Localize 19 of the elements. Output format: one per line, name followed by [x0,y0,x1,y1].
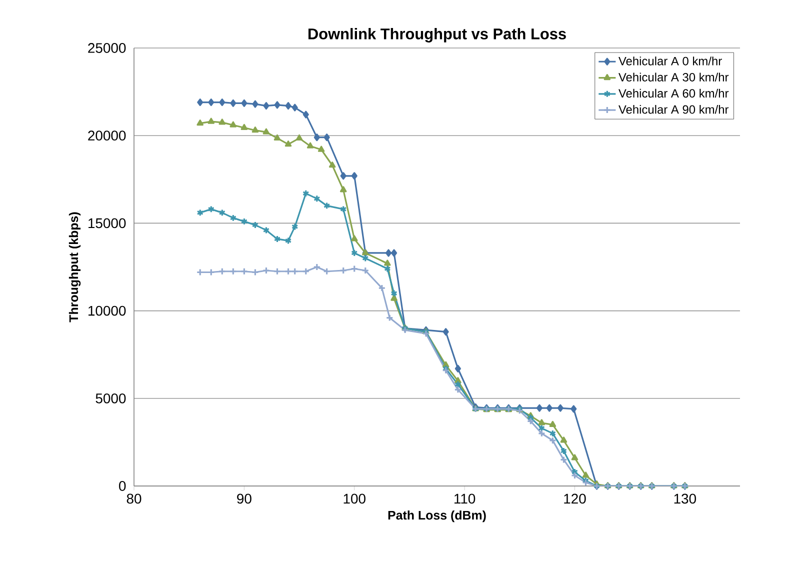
y-tick-label: 10000 [88,306,126,316]
chart-title: Downlink Throughput vs Path Loss [308,28,566,42]
y-tick-label: 0 [119,481,126,491]
x-tick-label: 80 [126,494,142,504]
x-tick-label: 100 [344,494,366,504]
y-tick-label: 15000 [88,218,126,228]
x-tick-label: 90 [237,494,252,504]
x-tick-label: 110 [454,494,476,504]
x-axis-title: Path Loss (dBm) [388,510,486,522]
y-tick-label: 20000 [88,130,126,141]
legend-label: Vehicular A 60 km/hr [618,88,729,98]
legend-label: Vehicular A 90 km/hr [618,104,729,114]
y-tick-label: 5000 [96,393,126,404]
legend-label: Vehicular A 0 km/hr [618,56,722,66]
y-tick-label: 25000 [88,43,126,53]
y-axis-title: Throughput (kbps) [68,212,81,322]
x-tick-label: 130 [674,494,696,504]
legend-label: Vehicular A 30 km/hr [618,72,729,82]
x-tick-label: 120 [564,494,586,504]
